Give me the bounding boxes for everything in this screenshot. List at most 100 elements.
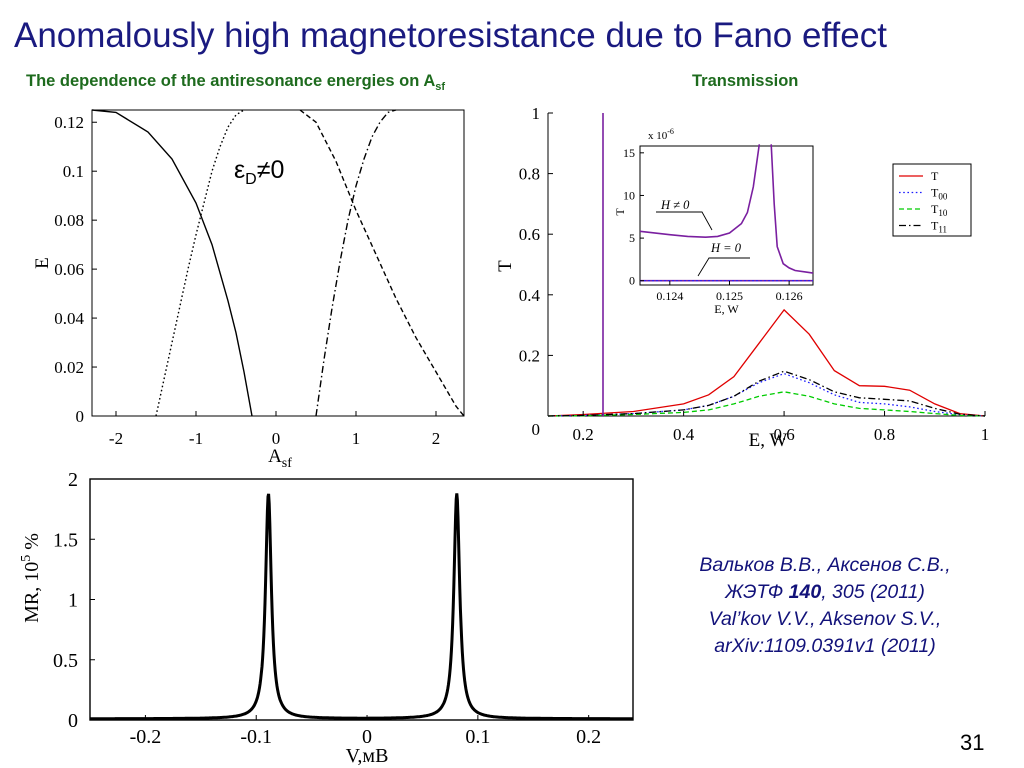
- y-tick-label: 0.1: [63, 162, 84, 181]
- x-axis-label: V,мВ: [346, 745, 389, 767]
- x-tick-label: 2: [432, 429, 441, 448]
- inset-multiplier: x 10-6: [648, 127, 674, 142]
- reference-line-3: Val’kov V.V., Aksenov S.V.,: [708, 608, 942, 630]
- transmission-chart: 0.2 0.4 0.6 0.8 100.20.40.60.81E, WTTT00T10T…: [495, 104, 989, 451]
- inset-y-tick-label: 10: [623, 188, 635, 202]
- subtitle-antiresonance-sub: sf: [435, 81, 446, 93]
- y-tick-label: 1: [68, 590, 78, 612]
- y-tick-label: 0.06: [54, 260, 84, 279]
- legend-label: T10: [931, 202, 948, 218]
- subtitle-antiresonance-text: The dependence of the antiresonance ener…: [26, 72, 436, 90]
- epsilon-sub: D: [245, 171, 257, 188]
- legend-label-base: T: [931, 202, 939, 216]
- transmission-series-t11: [547, 370, 986, 417]
- reference-line-1: Вальков В.В., Аксенов С.В.,: [699, 554, 951, 576]
- magnetoresistance-curve: [90, 493, 633, 721]
- y-tick-label: 1.5: [53, 529, 78, 551]
- x-tick-label: 1: [981, 425, 990, 444]
- transmission-series-t00: [547, 372, 986, 417]
- transmission-series-t10: [547, 391, 986, 417]
- reference-volume: 140: [788, 581, 822, 603]
- y-tick-label: 0.8: [519, 165, 540, 184]
- x-tick-label: -0.1: [240, 726, 272, 748]
- y-tick-label: 0: [532, 420, 541, 439]
- inset-x-tick-label: 0.124: [656, 289, 683, 303]
- epsilon-symbol: ε: [234, 156, 245, 184]
- y-axis-label-exp: 5: [19, 555, 34, 562]
- y-tick-label: 0.04: [54, 309, 84, 328]
- y-axis-label: MR, 105 %: [19, 533, 43, 623]
- x-tick-label: 0.2: [576, 726, 601, 748]
- page-number: 31: [960, 730, 985, 755]
- magnetoresistance-plot-frame: [89, 478, 634, 721]
- magnetoresistance-chart: -0.2 -0.1 0 0.1 0.2 0 0.5 1 1.5 2 V,мВ MR, 105 %: [19, 469, 634, 767]
- reference-line-4: arXiv:1109.0391v1 (2011): [714, 635, 936, 657]
- inset-annotation-h-nonzero: H ≠ 0: [660, 198, 690, 212]
- transmission-series-t: [547, 308, 986, 417]
- x-tick-label: 0.1: [465, 726, 490, 748]
- inset-leader-h-zero: [697, 257, 750, 277]
- inset-multiplier-base: x 10: [648, 130, 668, 142]
- y-tick-label: 1: [532, 104, 541, 123]
- inset-y-axis-label: T: [613, 208, 627, 216]
- legend-label-sub: 00: [938, 192, 948, 202]
- slide-title: Anomalously high magnetoresistance due t…: [14, 16, 887, 55]
- y-axis-label-base: MR, 10: [21, 562, 43, 623]
- subtitle-transmission: Transmission: [692, 72, 799, 90]
- inset-annotation-h-zero: H = 0: [710, 241, 742, 255]
- epsilon-annotation: εD≠0: [234, 156, 284, 188]
- x-axis-label: E, W: [749, 430, 788, 451]
- antiresonance-chart: -2 -1 0 1 2 0 0.02 0.04 0.06 0.08 0.1 0.12 Asf EεD≠0: [32, 109, 465, 471]
- inset-x-tick-label: 0.126: [776, 289, 803, 303]
- y-axis-label-tail: %: [21, 533, 43, 555]
- reference-journal: ЖЭТФ: [725, 581, 789, 603]
- inset-x-tick-label: 0.125: [716, 289, 743, 303]
- legend-label-sub: 10: [938, 208, 948, 218]
- legend-label-base: T: [931, 219, 939, 233]
- y-tick-label: 0.12: [54, 113, 84, 132]
- y-tick-label: 0.02: [54, 358, 84, 377]
- legend-label: T00: [931, 186, 948, 202]
- legend-label-base: T: [931, 186, 939, 200]
- x-tick-label: 0.8: [874, 425, 895, 444]
- x-tick-label: -1: [189, 429, 203, 448]
- antiresonance-curve-4: [299, 109, 465, 417]
- legend-label: T: [931, 169, 939, 183]
- transmission-inset: 0.124 0.125 0.126 0 5 10 15 E, W Tx 10-6 H ≠ 0 H =…: [613, 127, 814, 316]
- y-tick-label: 0: [76, 407, 85, 426]
- x-tick-label: 0: [272, 429, 281, 448]
- inset-leader-h-nonzero: [656, 211, 713, 231]
- inset-y-tick-label: 5: [629, 231, 635, 245]
- legend-label-sub: 11: [938, 225, 947, 235]
- antiresonance-series: [91, 109, 465, 417]
- x-tick-label: 0.6: [773, 425, 794, 444]
- x-tick-label: 0.4: [673, 425, 695, 444]
- inset-x-axis-label: E, W: [714, 302, 739, 316]
- x-tick-label: 0.2: [573, 425, 594, 444]
- inset-y-tick-label: 15: [623, 146, 635, 160]
- legend-label-base: T: [931, 169, 939, 183]
- x-axis-label-base: A: [268, 446, 282, 467]
- antiresonance-curve-3: [315, 109, 397, 417]
- inset-y-tick-label: 0: [629, 274, 635, 288]
- subtitle-antiresonance: The dependence of the antiresonance ener…: [26, 72, 446, 93]
- y-tick-label: 0.6: [519, 225, 540, 244]
- legend-label: T11: [931, 219, 947, 235]
- antiresonance-plot-frame: [91, 109, 465, 417]
- x-axis-label-sub: sf: [282, 456, 292, 471]
- y-tick-label: 0.08: [54, 211, 84, 230]
- antiresonance-curve-1: [91, 109, 253, 417]
- inset-frame: [639, 145, 814, 286]
- reference-pages: , 305 (2011): [821, 581, 925, 603]
- x-axis-label: Asf: [268, 446, 292, 471]
- y-tick-label: 0: [68, 710, 78, 732]
- y-axis-label: T: [495, 260, 516, 272]
- x-tick-label: -0.2: [130, 726, 162, 748]
- x-tick-label: 1: [352, 429, 361, 448]
- inset-curve-h-nonzero: [639, 144, 761, 239]
- y-tick-label: 0.4: [519, 286, 541, 305]
- x-tick-label: 0: [362, 726, 372, 748]
- inset-multiplier-exp: -6: [667, 127, 674, 136]
